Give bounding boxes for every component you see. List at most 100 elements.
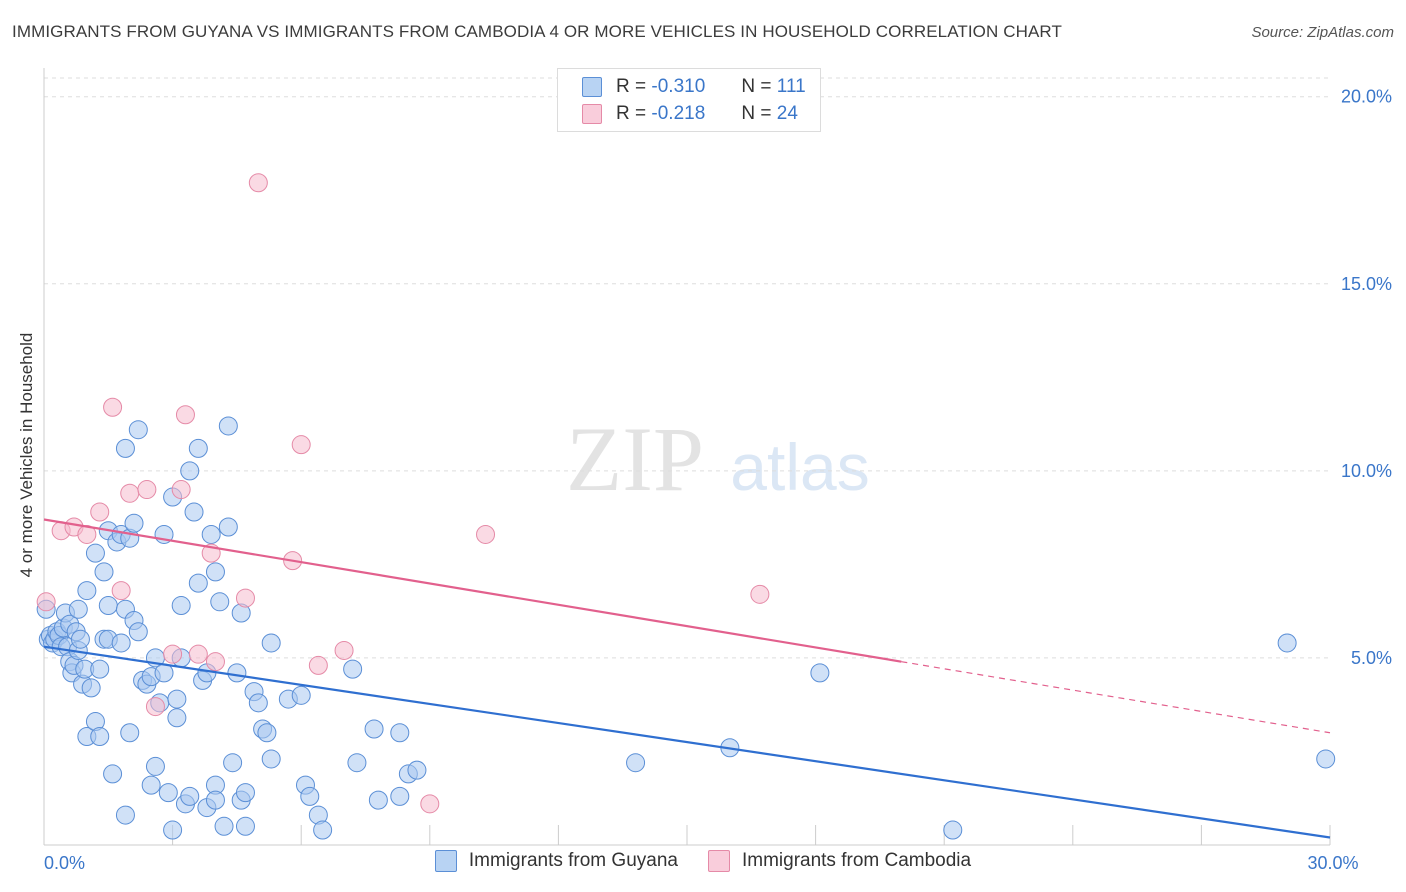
guyana-point [1316,749,1336,769]
cambodia-point [171,480,191,500]
guyana-point [218,517,238,537]
guyana-swatch [582,77,602,97]
guyana-point [128,622,148,642]
guyana-point [347,753,367,773]
guyana-point [943,820,963,840]
stats-legend: R = -0.310 N = 111 R = -0.218 N = 24 [557,68,821,132]
guyana-point [626,753,646,773]
cambodia-point [163,644,183,664]
guyana-n-value: 111 [776,76,806,97]
guyana-point [81,678,101,698]
guyana-point [94,562,114,582]
guyana-point [167,708,187,728]
y-tick-label: 5.0% [1351,648,1392,668]
n-label: N = [741,103,772,124]
cambodia-n-value: 24 [776,103,798,124]
guyana-point [343,659,363,679]
guyana-point [205,562,225,582]
guyana-point [145,756,165,776]
guyana-point [390,786,410,806]
guyana-point [223,753,243,773]
y-tick-label: 10.0% [1341,461,1392,481]
guyana-point [77,581,97,601]
cambodia-point [750,584,770,604]
cambodia-point [248,173,268,193]
guyana-point [90,659,110,679]
legend-item-guyana: Immigrants from Guyana [434,850,678,872]
guyana-point [128,420,148,440]
cambodia-point [205,652,225,672]
y-tick-label: 20.0% [1341,87,1392,107]
guyana-point [364,719,384,739]
legend-row-cambodia: R = -0.218 N = 24 [582,101,798,127]
cambodia-legend-label: Immigrants from Cambodia [741,850,972,871]
guyana-point [188,438,208,458]
cambodia-points [36,173,770,814]
guyana-point [158,783,178,803]
guyana-point [154,663,174,683]
guyana-point [248,693,268,713]
guyana-point [407,760,427,780]
guyana-point [300,786,320,806]
guyana-point [184,502,204,522]
guyana-point [227,663,247,683]
cambodia-r-value: -0.218 [651,103,706,124]
guyana-point [68,599,88,619]
legend-item-cambodia: Immigrants from Cambodia [707,850,972,872]
guyana-point [188,573,208,593]
cambodia-point [476,524,496,544]
cambodia-point [103,397,123,417]
guyana-point [261,749,281,769]
guyana-point [70,629,90,649]
guyana-point [261,633,281,653]
guyana-point [1277,633,1297,653]
guyana-point [291,685,311,705]
guyana-point [167,689,187,709]
guyana-r-value: -0.310 [651,76,706,97]
guyana-point [120,723,140,743]
cambodia-swatch [582,104,602,124]
guyana-point [115,805,135,825]
cambodia-legend-swatch [707,850,730,872]
cambodia-point [36,592,56,612]
cambodia-point [175,405,195,425]
cambodia-point [120,483,140,503]
cambodia-point [188,644,208,664]
guyana-point [163,820,183,840]
guyana-point [90,726,110,746]
guyana-point [390,723,410,743]
guyana-point [214,816,234,836]
r-label: R = [616,103,647,124]
cambodia-point [77,524,97,544]
cambodia-point [308,655,328,675]
guyana-point [218,416,238,436]
guyana-point [313,820,333,840]
guyana-trend-line [43,645,1331,839]
guyana-point [210,592,230,612]
guyana-point [111,633,131,653]
guyana-point [810,663,830,683]
guyana-point [368,790,388,810]
cambodia-point [90,502,110,522]
cambodia-point [137,480,157,500]
guyana-legend-swatch [434,850,457,872]
r-label: R = [616,76,647,97]
series-legend: Immigrants from Guyana Immigrants from C… [0,850,1406,872]
cambodia-trend-extension [901,661,1331,734]
guyana-point [103,764,123,784]
guyana-point [141,775,161,795]
cambodia-point [334,640,354,660]
n-label: N = [741,76,772,97]
watermark-atlas: atlas [730,430,869,504]
guyana-legend-label: Immigrants from Guyana [468,850,678,871]
guyana-point [235,783,255,803]
guyana-point [180,786,200,806]
chart-title: IMMIGRANTS FROM GUYANA VS IMMIGRANTS FRO… [12,22,1062,41]
cambodia-point [235,588,255,608]
cambodia-point [420,794,440,814]
guyana-point [235,816,255,836]
cambodia-point [291,435,311,455]
y-axis-label: 4 or more Vehicles in Household [17,332,36,578]
guyana-point [180,461,200,481]
